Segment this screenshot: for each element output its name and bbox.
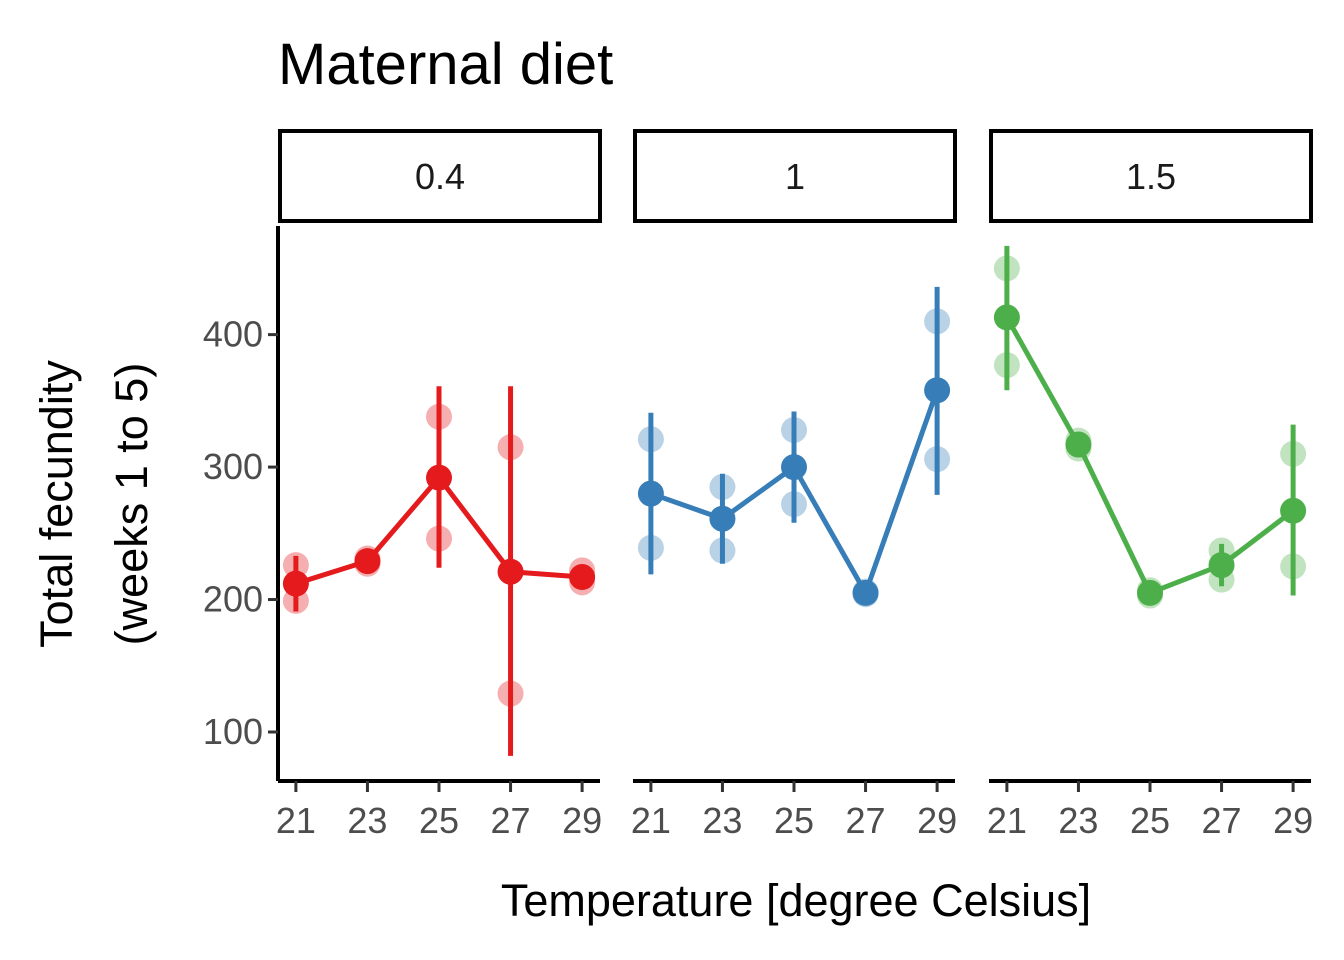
mean-point xyxy=(282,570,309,597)
facet-strip xyxy=(989,129,1313,223)
mean-point xyxy=(1065,431,1092,458)
x-tick-label: 27 xyxy=(1202,800,1242,841)
x-tick-label: 25 xyxy=(419,800,459,841)
panel-0-4: 0.4 21 23 25 27 29 xyxy=(276,129,602,841)
mean-point xyxy=(569,564,596,591)
y-tick-label: 400 xyxy=(203,314,263,355)
y-tick-label: 200 xyxy=(203,579,263,620)
x-tick-label: 21 xyxy=(987,800,1027,841)
chart-title: Maternal diet xyxy=(278,32,613,97)
mean-point xyxy=(1137,579,1163,606)
panel-1: 1 21 23 25 27 29 xyxy=(631,129,957,841)
x-axis-title: Temperature [degree Celsius] xyxy=(501,875,1091,926)
x-tick-label: 23 xyxy=(702,800,742,841)
facet-strip-label: 1.5 xyxy=(1126,156,1176,197)
y-axis-title-line2: (weeks 1 to 5) xyxy=(106,363,157,646)
x-tick-label: 25 xyxy=(1130,800,1170,841)
mean-point xyxy=(426,464,452,491)
x-tick-label: 29 xyxy=(562,800,602,841)
series-line xyxy=(1004,316,1295,596)
y-axis-title: Total fecundity (weeks 1 to 5) xyxy=(31,360,157,648)
x-tick-label: 23 xyxy=(347,800,387,841)
mean-point xyxy=(1208,552,1235,579)
mean-point xyxy=(637,480,664,507)
x-tick-label: 27 xyxy=(491,800,531,841)
panel-1-5: 1.5 21 23 25 27 29 xyxy=(987,129,1313,841)
mean-point xyxy=(924,377,951,404)
y-axis: 100 200 300 400 xyxy=(203,226,280,781)
mean-point xyxy=(1280,497,1307,524)
facet-strip-label: 1 xyxy=(785,156,805,197)
facet-panels: 0.4 21 23 25 27 29 1 21 23 25 27 29 1.5 21 23 25 27 29 xyxy=(276,129,1313,841)
facet-strip-label: 0.4 xyxy=(415,156,465,197)
mean-point xyxy=(709,505,736,532)
x-tick-label: 23 xyxy=(1058,800,1098,841)
x-tick-label: 29 xyxy=(1273,800,1313,841)
x-tick-label: 25 xyxy=(774,800,814,841)
x-tick-label: 27 xyxy=(846,800,886,841)
y-tick-label: 300 xyxy=(203,446,263,487)
x-tick-label: 21 xyxy=(276,800,316,841)
y-axis-title-line1: Total fecundity xyxy=(31,360,82,648)
mean-point xyxy=(497,558,524,585)
mean-point xyxy=(781,454,807,481)
x-tick-label: 21 xyxy=(631,800,671,841)
facet-strip xyxy=(633,129,957,223)
mean-point xyxy=(852,579,879,606)
mean-point xyxy=(354,548,381,575)
facet-strip xyxy=(278,129,602,223)
y-tick-label: 100 xyxy=(203,711,263,752)
x-tick-label: 29 xyxy=(917,800,957,841)
mean-point xyxy=(993,304,1020,331)
